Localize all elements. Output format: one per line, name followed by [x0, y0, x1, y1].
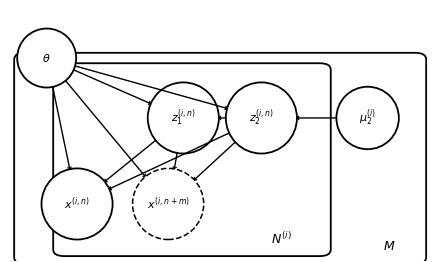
Ellipse shape: [148, 83, 219, 154]
Text: $x^{(i,n)}$: $x^{(i,n)}$: [64, 196, 90, 212]
Ellipse shape: [41, 168, 112, 239]
Text: $M$: $M$: [383, 241, 395, 253]
Ellipse shape: [337, 87, 399, 149]
Text: $\theta$: $\theta$: [42, 52, 51, 64]
Ellipse shape: [226, 83, 297, 154]
Text: $z_1^{(i,n)}$: $z_1^{(i,n)}$: [171, 108, 196, 128]
Text: $N^{(i)}$: $N^{(i)}$: [270, 231, 291, 247]
Text: $z_2^{(i,n)}$: $z_2^{(i,n)}$: [249, 108, 274, 128]
Text: $\mu_2^{(i)}$: $\mu_2^{(i)}$: [359, 108, 376, 128]
Ellipse shape: [17, 29, 76, 88]
Text: $x^{(i,n+m)}$: $x^{(i,n+m)}$: [146, 196, 190, 212]
Ellipse shape: [133, 168, 204, 239]
